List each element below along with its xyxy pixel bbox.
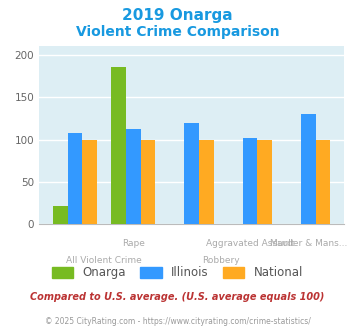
- Bar: [257, 140, 272, 224]
- Bar: [316, 140, 331, 224]
- Bar: [184, 122, 199, 224]
- Bar: [301, 114, 316, 224]
- Text: 2019 Onarga: 2019 Onarga: [122, 8, 233, 23]
- Text: Murder & Mans...: Murder & Mans...: [270, 239, 347, 248]
- Text: Violent Crime Comparison: Violent Crime Comparison: [76, 25, 279, 39]
- Bar: [141, 140, 155, 224]
- Bar: [199, 140, 214, 224]
- Legend: Onarga, Illinois, National: Onarga, Illinois, National: [47, 262, 308, 284]
- Text: Aggravated Assault: Aggravated Assault: [206, 239, 294, 248]
- Bar: [111, 67, 126, 224]
- Bar: [126, 128, 141, 224]
- Bar: [53, 206, 67, 224]
- Bar: [243, 138, 257, 224]
- Text: All Violent Crime: All Violent Crime: [66, 256, 142, 265]
- Bar: [82, 140, 97, 224]
- Text: Robbery: Robbery: [202, 256, 240, 265]
- Bar: [67, 133, 82, 224]
- Text: © 2025 CityRating.com - https://www.cityrating.com/crime-statistics/: © 2025 CityRating.com - https://www.city…: [45, 317, 310, 326]
- Text: Rape: Rape: [122, 239, 145, 248]
- Text: Compared to U.S. average. (U.S. average equals 100): Compared to U.S. average. (U.S. average …: [30, 292, 325, 302]
